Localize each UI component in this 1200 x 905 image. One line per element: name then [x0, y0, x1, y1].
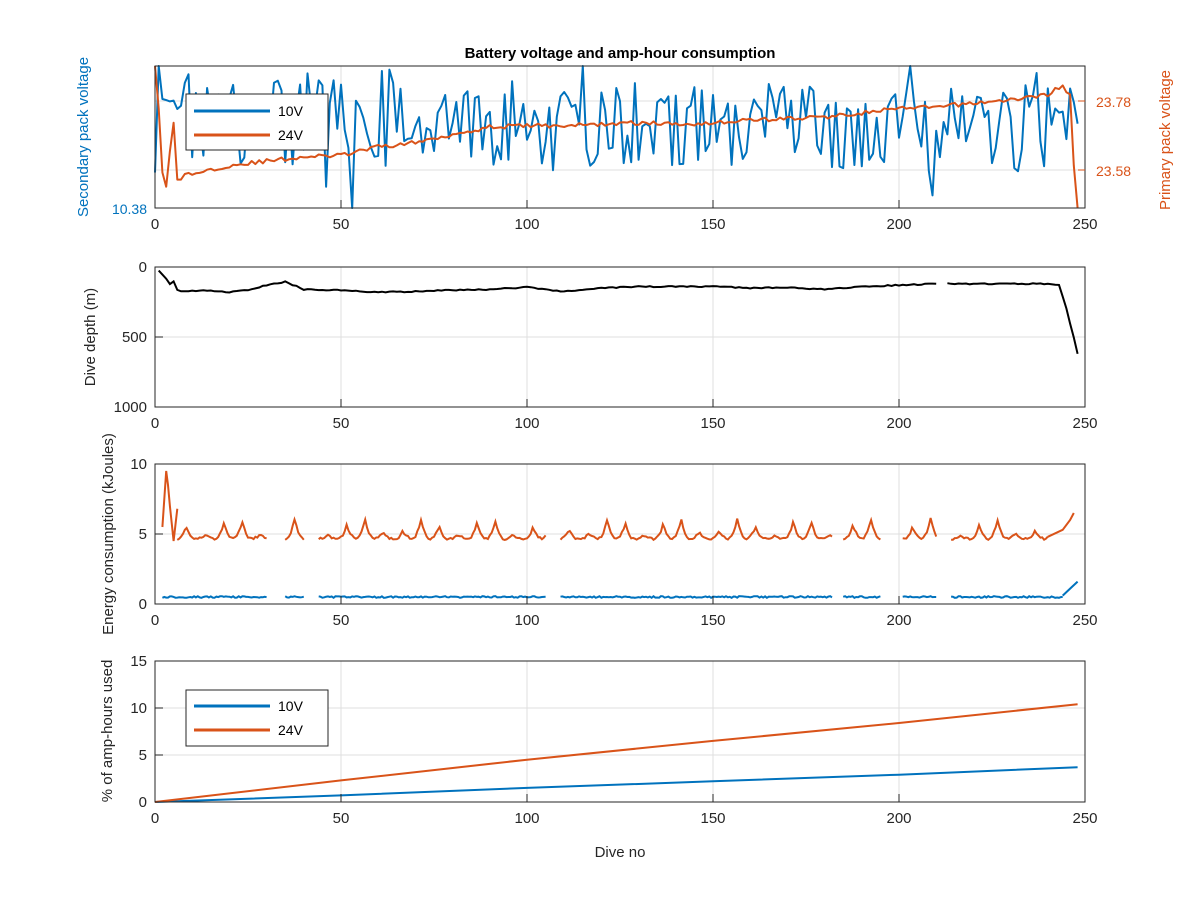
y-tick-label: 500 — [122, 329, 147, 346]
x-tick-label: 200 — [886, 612, 911, 629]
panel-amp-hours: 0 50 100 150 200 250 0 5 10 15 % of amp-hours us… — [99, 653, 1098, 861]
energy-line-10v — [560, 595, 833, 600]
y-ticks-energy: 0 5 10 — [130, 456, 163, 613]
x-tick-label: 50 — [333, 810, 350, 827]
y-tick-label: 15 — [130, 653, 147, 670]
x-tick-label: 0 — [151, 415, 159, 432]
x-tick-label: 100 — [514, 216, 539, 233]
y-tick-label: 10 — [130, 700, 147, 717]
axes-box-voltage — [154, 65, 1086, 209]
energy-line-10v — [842, 595, 881, 599]
x-tick-label: 200 — [886, 216, 911, 233]
y-tick-label: 5 — [139, 526, 147, 543]
y-ticks-amp-hours: 0 5 10 15 — [130, 653, 163, 811]
energy-line-24v — [842, 516, 881, 541]
x-tick-label: 150 — [700, 216, 725, 233]
y-tick-label: 0 — [139, 794, 147, 811]
y-tick-label: 1000 — [114, 399, 147, 416]
series-line-24v — [154, 65, 1079, 209]
depth-line — [157, 269, 937, 294]
plot-area-voltage — [154, 65, 1079, 209]
energy-line-24v — [951, 516, 1049, 542]
energy-line-24v — [176, 519, 267, 541]
panel-depth: 0 50 100 150 200 250 0 500 1000 Dive depth (m) — [82, 259, 1098, 432]
energy-line-24v — [318, 515, 547, 541]
plot-area-amp-hours — [154, 703, 1078, 803]
x-tick-label: 150 — [700, 612, 725, 629]
y-tick-label: 0 — [139, 259, 147, 276]
energy-line-10v-extra — [1062, 580, 1079, 597]
x-tick-label: 250 — [1072, 216, 1097, 233]
x-tick-label: 250 — [1072, 415, 1097, 432]
y-label-right-voltage: Primary pack voltage — [1157, 70, 1174, 210]
x-tick-label: 200 — [886, 810, 911, 827]
energy-line-24v — [284, 516, 305, 541]
x-tick-label: 250 — [1072, 810, 1097, 827]
grid-depth — [154, 266, 1086, 408]
panel-voltage: Battery voltage and amp-hour consumption… — [75, 45, 1174, 233]
x-ticks-energy: 0 50 100 150 200 250 — [151, 596, 1098, 629]
energy-line-10v — [951, 595, 1063, 599]
legend-label-24v: 24V — [278, 722, 304, 738]
y-label-energy: Energy consumption (kJoules) — [100, 433, 117, 635]
energy-line-24v — [559, 516, 833, 542]
chart-title: Battery voltage and amp-hour consumption — [465, 45, 776, 62]
x-tick-label: 0 — [151, 216, 159, 233]
plot-area-depth — [157, 269, 1079, 355]
legend-box — [185, 93, 329, 151]
energy-line-24v — [902, 517, 938, 541]
depth-line — [947, 282, 1079, 355]
y-ticks-depth: 0 500 1000 — [114, 259, 163, 416]
legend-label-10v: 10V — [278, 698, 304, 714]
legend-amp-hours: 10V 24V — [185, 689, 329, 747]
axes-box-amp-hours — [154, 660, 1086, 803]
energy-line-10v — [902, 595, 937, 599]
x-tick-label: 200 — [886, 415, 911, 432]
x-tick-label: 150 — [700, 810, 725, 827]
series-line-10v — [154, 65, 1079, 209]
x-label-dive-no: Dive no — [595, 844, 646, 861]
x-tick-label: 50 — [333, 216, 350, 233]
panel-energy: 0 50 100 150 200 250 0 5 10 Energy consumption … — [100, 433, 1098, 635]
x-tick-label: 50 — [333, 612, 350, 629]
legend-label-24v: 24V — [278, 127, 304, 143]
y-tick-right-23-78: 23.78 — [1096, 94, 1131, 110]
x-ticks-depth: 0 50 100 150 200 250 — [151, 399, 1098, 432]
x-ticks-amp-hours: 0 50 100 150 200 250 — [151, 794, 1098, 827]
y-label-left-voltage: Secondary pack voltage — [75, 57, 92, 217]
x-tick-label: 100 — [514, 612, 539, 629]
plot-area-energy — [161, 470, 1079, 600]
y-tick-left-10-38: 10.38 — [112, 201, 147, 217]
amp-hours-line-10v — [154, 766, 1078, 803]
y-label-amp-hours: % of amp-hours used — [99, 660, 116, 803]
energy-line-10v — [284, 595, 305, 599]
x-tick-label: 100 — [514, 810, 539, 827]
y-label-depth: Dive depth (m) — [82, 288, 99, 386]
amp-hours-line-24v — [154, 703, 1078, 803]
x-tick-label: 250 — [1072, 612, 1097, 629]
y-tick-label: 0 — [139, 596, 147, 613]
legend-box — [185, 689, 329, 747]
y-tick-label: 5 — [139, 747, 147, 764]
energy-line-10v — [162, 595, 267, 599]
legend-label-10v: 10V — [278, 103, 304, 119]
x-tick-label: 100 — [514, 415, 539, 432]
y-tick-label: 10 — [130, 456, 147, 473]
x-tick-label: 0 — [151, 612, 159, 629]
x-tick-label: 50 — [333, 415, 350, 432]
energy-line-24v-extra — [1047, 512, 1075, 538]
energy-line-10v — [318, 595, 546, 600]
x-tick-label: 150 — [700, 415, 725, 432]
energy-line-24v-extra — [161, 470, 179, 542]
x-ticks-voltage: 0 50 100 150 200 250 — [151, 200, 1098, 233]
y-tick-right-23-58: 23.58 — [1096, 163, 1131, 179]
x-tick-label: 0 — [151, 810, 159, 827]
legend-voltage: 10V 24V — [185, 93, 329, 151]
